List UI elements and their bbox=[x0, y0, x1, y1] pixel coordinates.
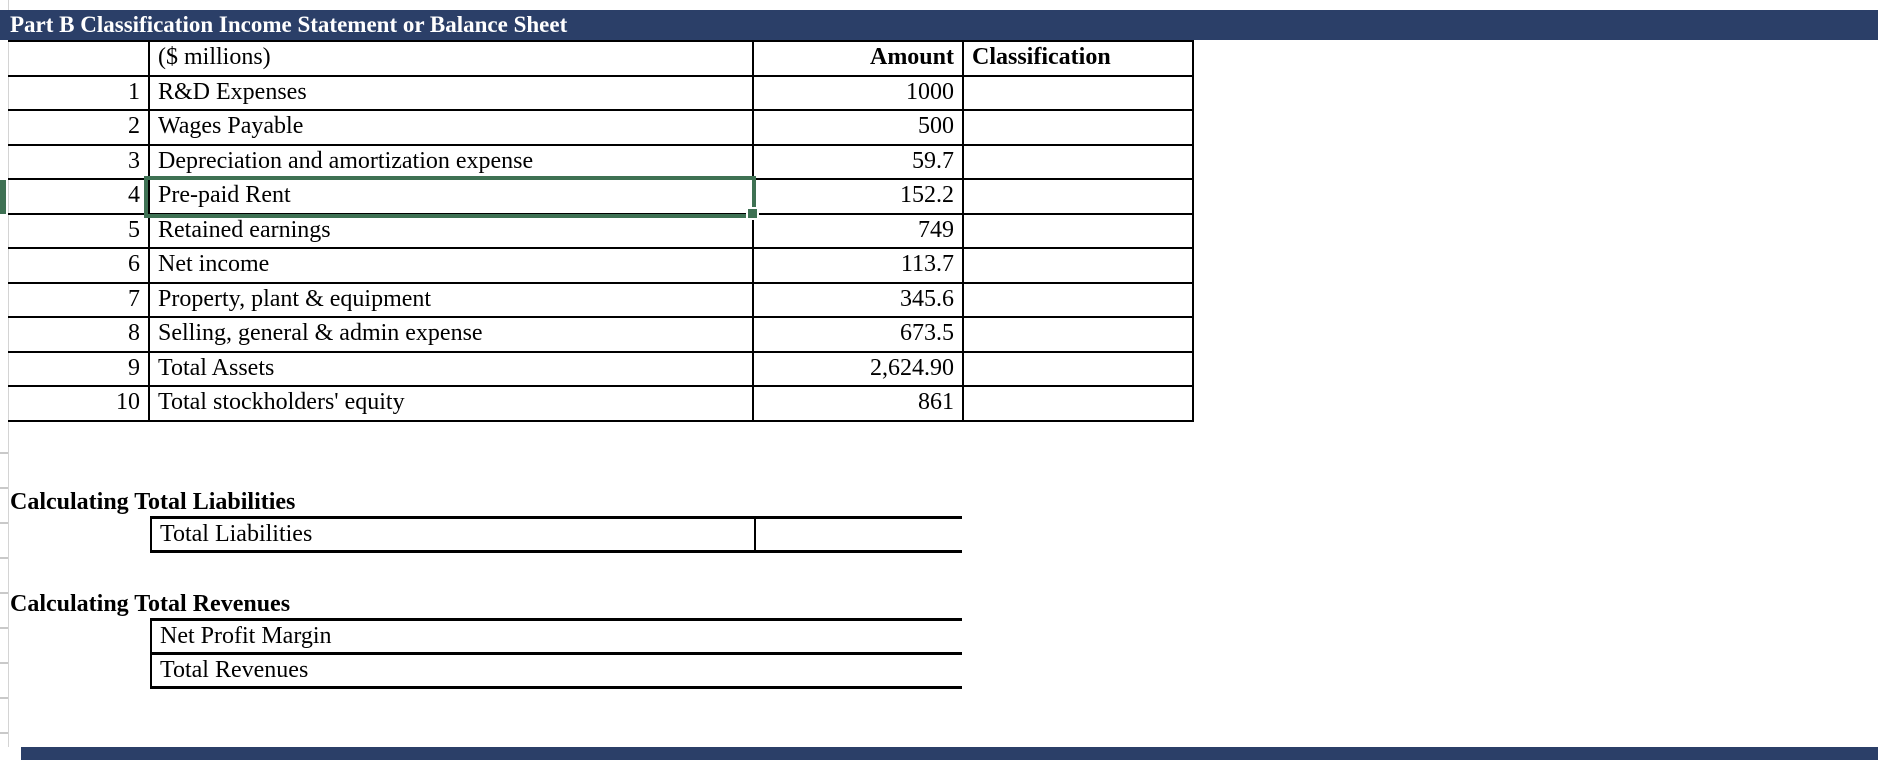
row-number-cell[interactable]: 10 bbox=[116, 389, 140, 415]
row-number-cell[interactable]: 4 bbox=[128, 182, 140, 208]
description-cell[interactable]: Total stockholders' equity bbox=[148, 387, 752, 420]
table-row: 1 R&D Expenses 1000 bbox=[8, 76, 1192, 111]
amount-cell[interactable]: 749 bbox=[752, 214, 962, 247]
row-number-cell[interactable]: 3 bbox=[128, 147, 140, 174]
revenues-heading-underline bbox=[150, 618, 962, 621]
row-number-cell[interactable]: 2 bbox=[128, 113, 140, 139]
total-liabilities-value-cell[interactable] bbox=[754, 519, 962, 550]
description-cell[interactable]: Wages Payable bbox=[148, 111, 752, 144]
table-row: 5 Retained earnings 749 bbox=[8, 214, 1192, 249]
net-profit-margin-label[interactable]: Net Profit Margin bbox=[160, 623, 332, 649]
description-cell[interactable]: Depreciation and amortization expense bbox=[148, 145, 752, 178]
header-unit-cell: ($ millions) bbox=[148, 42, 752, 75]
net-profit-margin-value-cell[interactable] bbox=[754, 621, 962, 652]
row-number-cell[interactable]: 6 bbox=[128, 251, 140, 277]
classification-cell[interactable] bbox=[962, 318, 1192, 351]
table-header-row: ($ millions) Amount Classification bbox=[8, 42, 1192, 77]
table-row: 6 Net income 113.7 bbox=[8, 249, 1192, 284]
amount-cell[interactable]: 673.5 bbox=[752, 318, 962, 351]
classification-cell[interactable] bbox=[962, 145, 1192, 178]
table-row: 2 Wages Payable 500 bbox=[8, 111, 1192, 146]
header-amount-cell: Amount bbox=[752, 42, 962, 75]
table-row: 7 Property, plant & equipment 345.6 bbox=[8, 283, 1192, 318]
bottom-divider-bar bbox=[21, 747, 1878, 760]
total-revenues-label[interactable]: Total Revenues bbox=[160, 657, 309, 683]
classification-table: ($ millions) Amount Classification 1 R&D… bbox=[8, 40, 1194, 422]
table-row: 10 Total stockholders' equity 861 bbox=[8, 387, 1192, 422]
part-b-title-bar: Part B Classification Income Statement o… bbox=[0, 10, 1878, 40]
total-revenues-row: Total Revenues bbox=[150, 655, 962, 689]
amount-cell[interactable]: 1000 bbox=[752, 76, 962, 109]
amount-cell[interactable]: 2,624.90 bbox=[752, 352, 962, 385]
classification-cell[interactable] bbox=[962, 214, 1192, 247]
revenues-heading: Calculating Total Revenues bbox=[10, 591, 291, 617]
table-row: 9 Total Assets 2,624.90 bbox=[8, 352, 1192, 387]
row-number-cell[interactable]: 1 bbox=[128, 78, 140, 105]
row-number-cell[interactable]: 7 bbox=[128, 285, 140, 312]
total-revenues-value-cell[interactable] bbox=[754, 655, 962, 686]
classification-cell[interactable] bbox=[962, 76, 1192, 109]
classification-cell[interactable] bbox=[962, 387, 1192, 420]
total-liabilities-label[interactable]: Total Liabilities bbox=[160, 521, 313, 547]
header-classification-cell: Classification bbox=[962, 42, 1192, 75]
row-number-cell[interactable]: 5 bbox=[128, 216, 140, 243]
row-number-cell[interactable]: 9 bbox=[128, 354, 140, 381]
description-cell[interactable]: Selling, general & admin expense bbox=[148, 318, 752, 351]
classification-cell[interactable] bbox=[962, 249, 1192, 282]
liabilities-heading: Calculating Total Liabilities bbox=[10, 489, 296, 515]
row-number-cell[interactable]: 8 bbox=[128, 320, 140, 346]
description-cell[interactable]: R&D Expenses bbox=[148, 76, 752, 109]
table-row: 8 Selling, general & admin expense 673.5 bbox=[8, 318, 1192, 353]
amount-cell[interactable]: 861 bbox=[752, 387, 962, 420]
header-num-cell bbox=[8, 42, 148, 75]
total-liabilities-row: Total Liabilities bbox=[150, 519, 962, 553]
description-cell-selected[interactable]: Pre-paid Rent bbox=[148, 180, 752, 213]
classification-cell[interactable] bbox=[962, 111, 1192, 144]
description-cell[interactable]: Property, plant & equipment bbox=[148, 283, 752, 316]
description-cell[interactable]: Total Assets bbox=[148, 352, 752, 385]
left-gridline-ticks bbox=[0, 419, 8, 747]
selection-row-edge bbox=[0, 180, 6, 214]
description-cell[interactable]: Retained earnings bbox=[148, 214, 752, 247]
classification-cell[interactable] bbox=[962, 180, 1192, 213]
liabilities-heading-underline bbox=[150, 516, 962, 519]
description-cell[interactable]: Net income bbox=[148, 249, 752, 282]
amount-cell[interactable]: 345.6 bbox=[752, 283, 962, 316]
table-row-selected: 4 Pre-paid Rent 152.2 bbox=[8, 180, 1192, 215]
classification-cell[interactable] bbox=[962, 352, 1192, 385]
page-title: Part B Classification Income Statement o… bbox=[10, 12, 568, 37]
left-gridline bbox=[8, 0, 9, 747]
amount-cell[interactable]: 59.7 bbox=[752, 145, 962, 178]
amount-cell[interactable]: 113.7 bbox=[752, 249, 962, 282]
amount-cell[interactable]: 500 bbox=[752, 111, 962, 144]
amount-cell[interactable]: 152.2 bbox=[752, 180, 962, 213]
table-row: 3 Depreciation and amortization expense … bbox=[8, 145, 1192, 180]
net-profit-margin-row: Net Profit Margin bbox=[150, 621, 962, 655]
classification-cell[interactable] bbox=[962, 283, 1192, 316]
selection-fill-handle[interactable] bbox=[746, 207, 759, 220]
